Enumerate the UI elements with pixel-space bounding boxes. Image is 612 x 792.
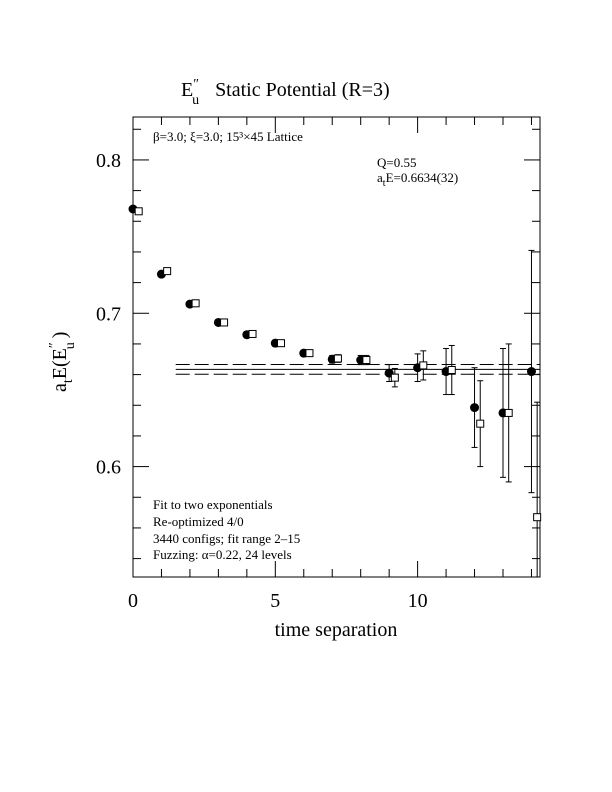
x-tick-label: 10 bbox=[408, 590, 428, 612]
title-sub: u bbox=[192, 93, 199, 108]
data-point bbox=[248, 329, 257, 338]
ylabel-sup: ″ bbox=[47, 342, 62, 348]
x-axis-title: time separation bbox=[275, 619, 398, 641]
ylabel-sub2: u bbox=[63, 342, 78, 349]
note-line: Re-optimized 4/0 bbox=[153, 514, 244, 529]
data-point bbox=[533, 513, 542, 522]
fit-notes: Fit to two exponentials Re-optimized 4/0… bbox=[153, 497, 300, 562]
data-point bbox=[163, 267, 172, 276]
y-tick-label: 0.8 bbox=[96, 150, 121, 172]
data-point bbox=[470, 403, 480, 413]
y-axis-title: atE(E″u) bbox=[47, 332, 78, 392]
title-main: E bbox=[181, 79, 193, 101]
data-point bbox=[277, 339, 285, 348]
data-point bbox=[333, 354, 342, 363]
title-rest: Static Potential (R=3) bbox=[215, 79, 390, 101]
data-point bbox=[419, 361, 428, 370]
note-line: 3440 configs; fit range 2–15 bbox=[153, 531, 300, 546]
axis-ticks: 0 5 10 0.6 0.7 0.8 bbox=[96, 117, 540, 612]
ylabel-mid: E(E bbox=[49, 348, 71, 379]
lattice-annotation: β=3.0; ξ=3.0; 15³×45 Lattice bbox=[153, 129, 303, 144]
fit-energy-sub: t bbox=[383, 178, 386, 189]
data-point bbox=[134, 207, 143, 216]
fit-q-annotation: Q=0.55 bbox=[377, 155, 416, 170]
series-1 bbox=[128, 204, 536, 494]
y-tick-label: 0.6 bbox=[96, 457, 121, 479]
chart-title: E″ u Static Potential (R=3) bbox=[181, 77, 390, 108]
y-tick-label: 0.7 bbox=[96, 303, 121, 325]
x-tick-label: 0 bbox=[128, 590, 138, 612]
title-sup: ″ bbox=[193, 77, 199, 92]
ylabel-main: a bbox=[49, 383, 71, 392]
data-point bbox=[191, 299, 200, 308]
data-point bbox=[504, 408, 513, 417]
note-line: Fuzzing: α=0.22, 24 levels bbox=[153, 547, 292, 562]
fit-energy-a: a bbox=[377, 170, 383, 185]
note-line: Fit to two exponentials bbox=[153, 497, 273, 512]
ylabel-sub: t bbox=[61, 379, 76, 383]
fit-energy-annotation: atE=0.6634(32) bbox=[377, 170, 458, 189]
x-tick-label: 5 bbox=[270, 590, 280, 612]
fit-lines bbox=[175, 363, 540, 375]
data-point bbox=[305, 349, 314, 358]
plot-frame bbox=[132, 116, 541, 578]
fit-energy-rest: E=0.6634(32) bbox=[386, 170, 459, 185]
ylabel-end: ) bbox=[49, 332, 71, 339]
data-point bbox=[362, 356, 371, 365]
series-2 bbox=[134, 207, 542, 578]
data-point bbox=[447, 366, 456, 374]
data-point bbox=[476, 419, 485, 428]
data-series bbox=[128, 204, 542, 578]
data-point bbox=[390, 373, 399, 382]
data-point bbox=[526, 367, 536, 377]
data-point bbox=[220, 318, 229, 327]
